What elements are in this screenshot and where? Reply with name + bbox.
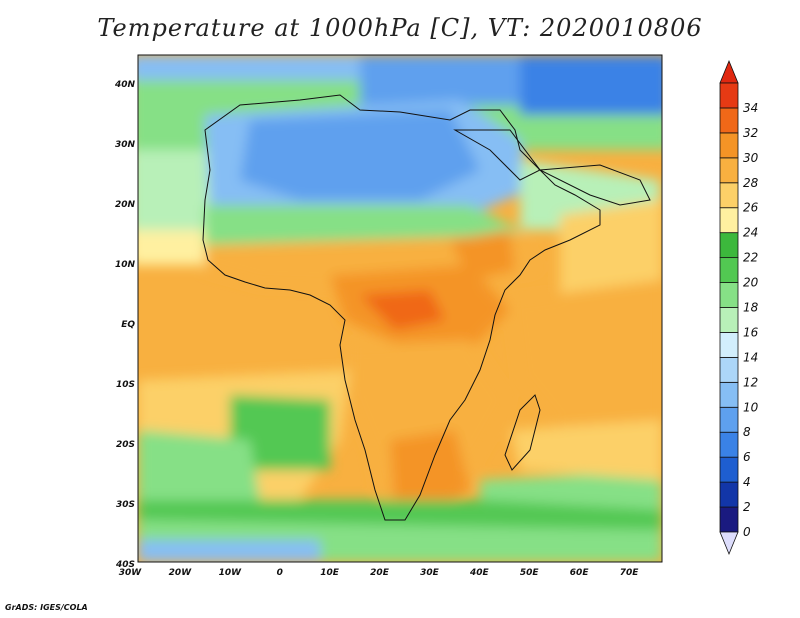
colorbar-swatch bbox=[719, 82, 739, 109]
lat-tick-label: EQ bbox=[121, 320, 135, 330]
colorbar-label: 30 bbox=[743, 151, 759, 165]
lat-tick-label: 20N bbox=[115, 200, 136, 210]
lat-tick-label: 30S bbox=[116, 500, 135, 510]
lat-tick-label: 30N bbox=[115, 140, 136, 150]
colorbar-label: 4 bbox=[743, 475, 751, 489]
colorbar-swatch bbox=[719, 282, 739, 308]
colorbar-label: 22 bbox=[743, 251, 758, 265]
lon-tick-label: 40E bbox=[469, 568, 490, 578]
colorbar-label: 2 bbox=[743, 500, 751, 514]
colorbar-swatch bbox=[719, 406, 739, 433]
lon-tick-label: 10E bbox=[320, 568, 340, 578]
colorbar-label: 16 bbox=[743, 325, 759, 339]
colorbar-label: 34 bbox=[743, 101, 758, 115]
colorbar-swatch bbox=[719, 431, 739, 458]
lon-tick-label: 50E bbox=[520, 568, 540, 578]
lon-tick-label: 60E bbox=[570, 568, 590, 578]
colorbar-swatch bbox=[719, 232, 739, 259]
lat-tick-label: 10S bbox=[116, 380, 135, 390]
colorbar-swatch bbox=[719, 182, 739, 209]
lat-tick-label: 20S bbox=[116, 440, 135, 450]
colorbar-label: 12 bbox=[743, 375, 758, 389]
colorbar-label: 10 bbox=[743, 400, 759, 414]
lat-tick-label: 40S bbox=[115, 560, 135, 570]
lon-tick-label: 20E bbox=[370, 568, 390, 578]
colorbar-label: 32 bbox=[743, 126, 758, 140]
colorbar-swatch bbox=[719, 356, 739, 383]
lon-tick-label: 20W bbox=[169, 568, 193, 578]
lon-tick-label: 30E bbox=[420, 568, 440, 578]
map-field bbox=[138, 55, 662, 562]
colorbar-label: 20 bbox=[743, 276, 759, 290]
colorbar-swatch bbox=[719, 107, 739, 134]
colorbar-label: 24 bbox=[743, 226, 758, 240]
lon-tick-label: 30W bbox=[119, 568, 143, 578]
colorbar-label: 8 bbox=[743, 425, 751, 439]
colorbar-under-arrow bbox=[719, 531, 739, 556]
lon-tick-label: 70E bbox=[620, 568, 640, 578]
chart-title: Temperature at 1000hPa [C], VT: 20200108… bbox=[97, 14, 703, 42]
colorbar-swatch bbox=[719, 456, 739, 483]
colorbar-over-arrow bbox=[719, 59, 739, 84]
lon-tick-label: 10W bbox=[219, 568, 243, 578]
colorbar-swatch bbox=[719, 381, 739, 408]
colorbar-swatch bbox=[719, 207, 739, 234]
colorbar-label: 14 bbox=[743, 350, 758, 364]
colorbar-label: 28 bbox=[743, 176, 759, 190]
colorbar-swatch bbox=[719, 257, 739, 283]
colorbar-swatch bbox=[719, 332, 739, 358]
lon-tick-label: 0 bbox=[277, 568, 283, 578]
colorbar-swatch bbox=[719, 307, 739, 333]
map-axes: 30W 20W 10W 0 10E 20E 30E 40E 50E 60E 70E 40N 30N 20N… bbox=[114, 80, 639, 578]
colorbar-swatch bbox=[719, 157, 739, 184]
lat-tick-label: 10N bbox=[115, 260, 136, 270]
credit-label: GrADS: IGES/COLA bbox=[5, 603, 88, 612]
colorbar-swatch bbox=[719, 481, 739, 508]
colorbar-label: 0 bbox=[743, 525, 751, 539]
colorbar-label: 6 bbox=[743, 450, 751, 464]
coastlines bbox=[202, 94, 651, 521]
colorbar-label: 18 bbox=[743, 301, 759, 315]
lat-tick-label: 40N bbox=[114, 80, 136, 90]
colorbar-label: 26 bbox=[743, 201, 759, 215]
colorbar-swatch bbox=[719, 132, 739, 159]
colorbar-swatch bbox=[719, 506, 739, 533]
